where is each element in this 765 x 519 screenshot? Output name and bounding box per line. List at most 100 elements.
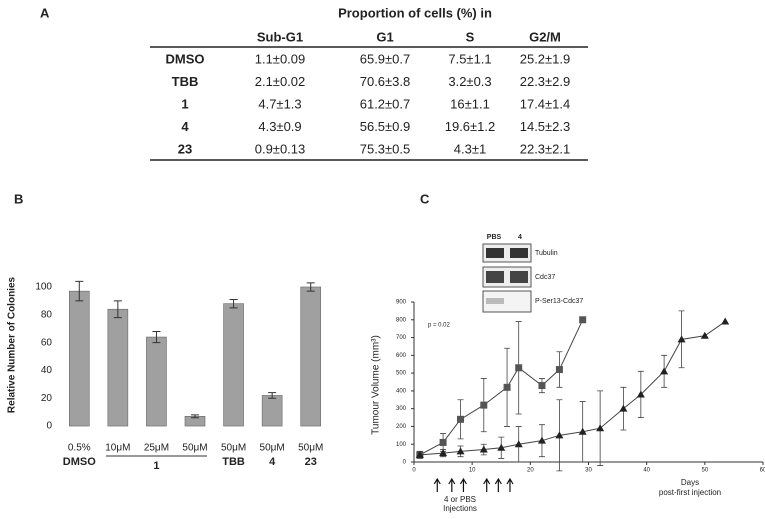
- point: [503, 383, 511, 391]
- series-line: [419, 321, 726, 456]
- table-cell: 1.1±0.09: [255, 51, 306, 66]
- point: [415, 450, 424, 458]
- x-tick-label: 0.5%: [68, 443, 91, 454]
- row-label: 4: [181, 119, 189, 134]
- x-tick-label: 40: [643, 468, 650, 474]
- table-cell: 75.3±0.5: [360, 141, 411, 156]
- column-header: G1: [376, 29, 393, 44]
- table-cell: 56.5±0.9: [360, 119, 411, 134]
- point: [700, 331, 709, 339]
- injection-arrow: [494, 477, 502, 492]
- bar: [68, 290, 90, 427]
- x-tick-label: 50μM: [260, 443, 285, 454]
- band-label: Cdc37: [535, 274, 555, 281]
- table-cell: 14.5±2.3: [520, 119, 571, 134]
- panel-label: C: [420, 191, 430, 206]
- point: [619, 404, 628, 412]
- y-tick-label: 0: [46, 421, 52, 432]
- y-tick-label: 60: [41, 337, 53, 348]
- point: [677, 335, 686, 343]
- point: [660, 367, 669, 375]
- y-tick-label: 100: [396, 442, 407, 448]
- x-sublabel: TBB: [222, 456, 245, 468]
- error-bar: [229, 299, 238, 309]
- point: [497, 443, 506, 451]
- x-tick-label: 30: [585, 468, 592, 474]
- point: [515, 364, 523, 372]
- injection-label: 4 or PBS: [444, 495, 476, 504]
- y-tick-label: 20: [41, 393, 53, 404]
- x-tick-label: 20: [527, 468, 534, 474]
- bar: [261, 395, 283, 427]
- y-tick-label: 100: [35, 282, 52, 293]
- y-tick-label: 300: [396, 406, 407, 412]
- error-bar: [75, 280, 84, 302]
- table-cell: 65.9±0.7: [360, 51, 411, 66]
- point: [538, 382, 546, 390]
- injection-arrow: [433, 477, 441, 492]
- point: [721, 317, 730, 325]
- y-tick-label: 800: [396, 317, 407, 323]
- y-tick-label: 80: [41, 309, 53, 320]
- y-tick-label: 600: [396, 353, 407, 359]
- point: [578, 427, 587, 435]
- point: [479, 445, 488, 453]
- blot-box: [482, 290, 532, 313]
- blot: [482, 243, 532, 313]
- table-cell: 19.6±1.2: [445, 119, 496, 134]
- injection-arrow: [483, 477, 491, 492]
- table-cell: 61.2±0.7: [360, 96, 411, 111]
- x-axis-label: post-first injection: [659, 488, 721, 497]
- table-cell: 16±1.1: [450, 96, 490, 111]
- point: [555, 431, 564, 439]
- injection-arrow: [448, 477, 456, 492]
- injection-arrow: [459, 477, 467, 492]
- bar: [300, 286, 322, 427]
- y-tick-label: 40: [41, 365, 53, 376]
- error-bar: [268, 392, 277, 399]
- bar: [146, 336, 167, 427]
- row-label: 23: [178, 141, 192, 156]
- table-cell: 25.2±1.9: [520, 51, 571, 66]
- error-bar: [191, 414, 199, 419]
- band-label: Tubulin: [535, 250, 558, 257]
- table-cell: 4.3±0.9: [258, 119, 301, 134]
- injection-arrow: [506, 477, 514, 492]
- x-tick-label: 60: [760, 468, 765, 474]
- x-tick-label: 10μM: [105, 443, 130, 454]
- x-tick-label: 50μM: [298, 443, 323, 454]
- point: [480, 401, 488, 409]
- point: [456, 447, 465, 455]
- point: [596, 424, 605, 432]
- group-label: 1: [153, 460, 159, 472]
- point: [439, 449, 448, 457]
- annotation: p = 0.02: [428, 323, 451, 329]
- point: [457, 415, 465, 423]
- band: [510, 271, 528, 283]
- row-label: 1: [181, 96, 188, 111]
- y-axis-label: Tumour Volume (mm³): [371, 335, 382, 435]
- error-bar: [152, 330, 161, 344]
- table-cell: 3.2±0.3: [448, 74, 491, 89]
- injection-label: Injections: [443, 504, 477, 513]
- y-axis-label: Relative Number of Colonies: [7, 276, 18, 413]
- row-label: TBB: [172, 74, 199, 89]
- panel-label: A: [40, 5, 50, 20]
- table-cell: 70.6±3.8: [360, 74, 411, 89]
- point: [579, 316, 587, 324]
- table-cell: 4.7±1.3: [258, 96, 301, 111]
- table-title: Proportion of cells (%) in: [338, 5, 492, 20]
- column-header: Sub-G1: [257, 29, 303, 44]
- point: [555, 366, 563, 374]
- x-tick-label: 50μM: [221, 443, 246, 454]
- x-tick-label: 10: [469, 468, 476, 474]
- table-cell: 17.4±1.4: [520, 96, 571, 111]
- point: [514, 440, 523, 448]
- band-label: P-Ser13-Cdc37: [535, 298, 583, 305]
- x-tick-label: 0: [412, 468, 416, 474]
- y-tick-label: 0: [403, 460, 407, 466]
- table-cell: 2.1±0.02: [255, 74, 306, 89]
- error-bar: [306, 282, 315, 292]
- table-cell: 22.3±2.9: [520, 74, 571, 89]
